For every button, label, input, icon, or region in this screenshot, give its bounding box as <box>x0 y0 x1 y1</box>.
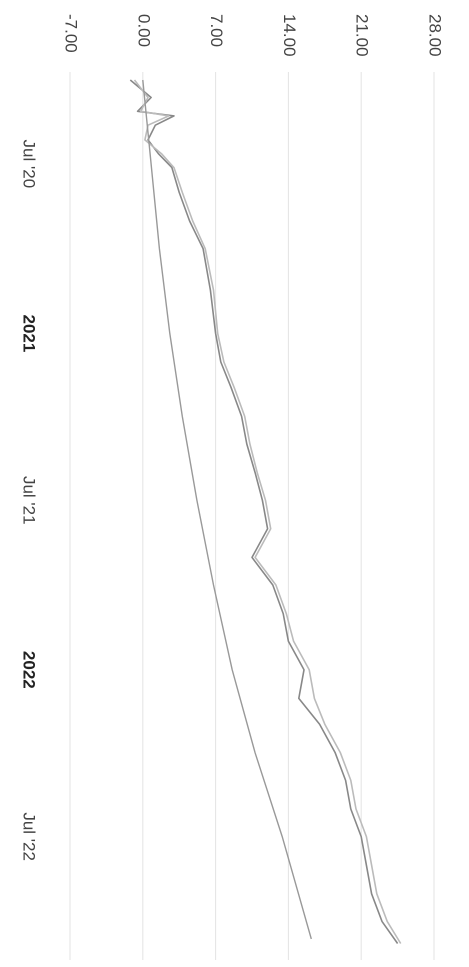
date-axis-ticks: Jul '20 2021 Jul '21 2022 Jul '22 <box>20 140 39 861</box>
value-tick-label: 28.00 <box>426 14 445 57</box>
date-tick-label: Jul '20 <box>20 140 39 189</box>
series-line <box>142 79 312 940</box>
date-tick-label: 2021 <box>20 315 39 353</box>
series-line <box>133 79 402 944</box>
date-tick-label: 2022 <box>20 651 39 689</box>
value-axis-ticks: 28.00 21.00 14.00 7.00 0.00 -7.00 <box>62 14 445 57</box>
series-lines <box>129 79 402 944</box>
value-tick-label: 14.00 <box>280 14 299 57</box>
value-tick-label: 0.00 <box>134 14 153 47</box>
date-tick-label: Jul '21 <box>20 476 39 525</box>
value-tick-label: 7.00 <box>207 14 226 47</box>
value-tick-label: -7.00 <box>62 14 81 53</box>
date-tick-label: Jul '22 <box>20 812 39 861</box>
gridlines <box>69 72 435 960</box>
value-tick-label: 21.00 <box>353 14 372 57</box>
